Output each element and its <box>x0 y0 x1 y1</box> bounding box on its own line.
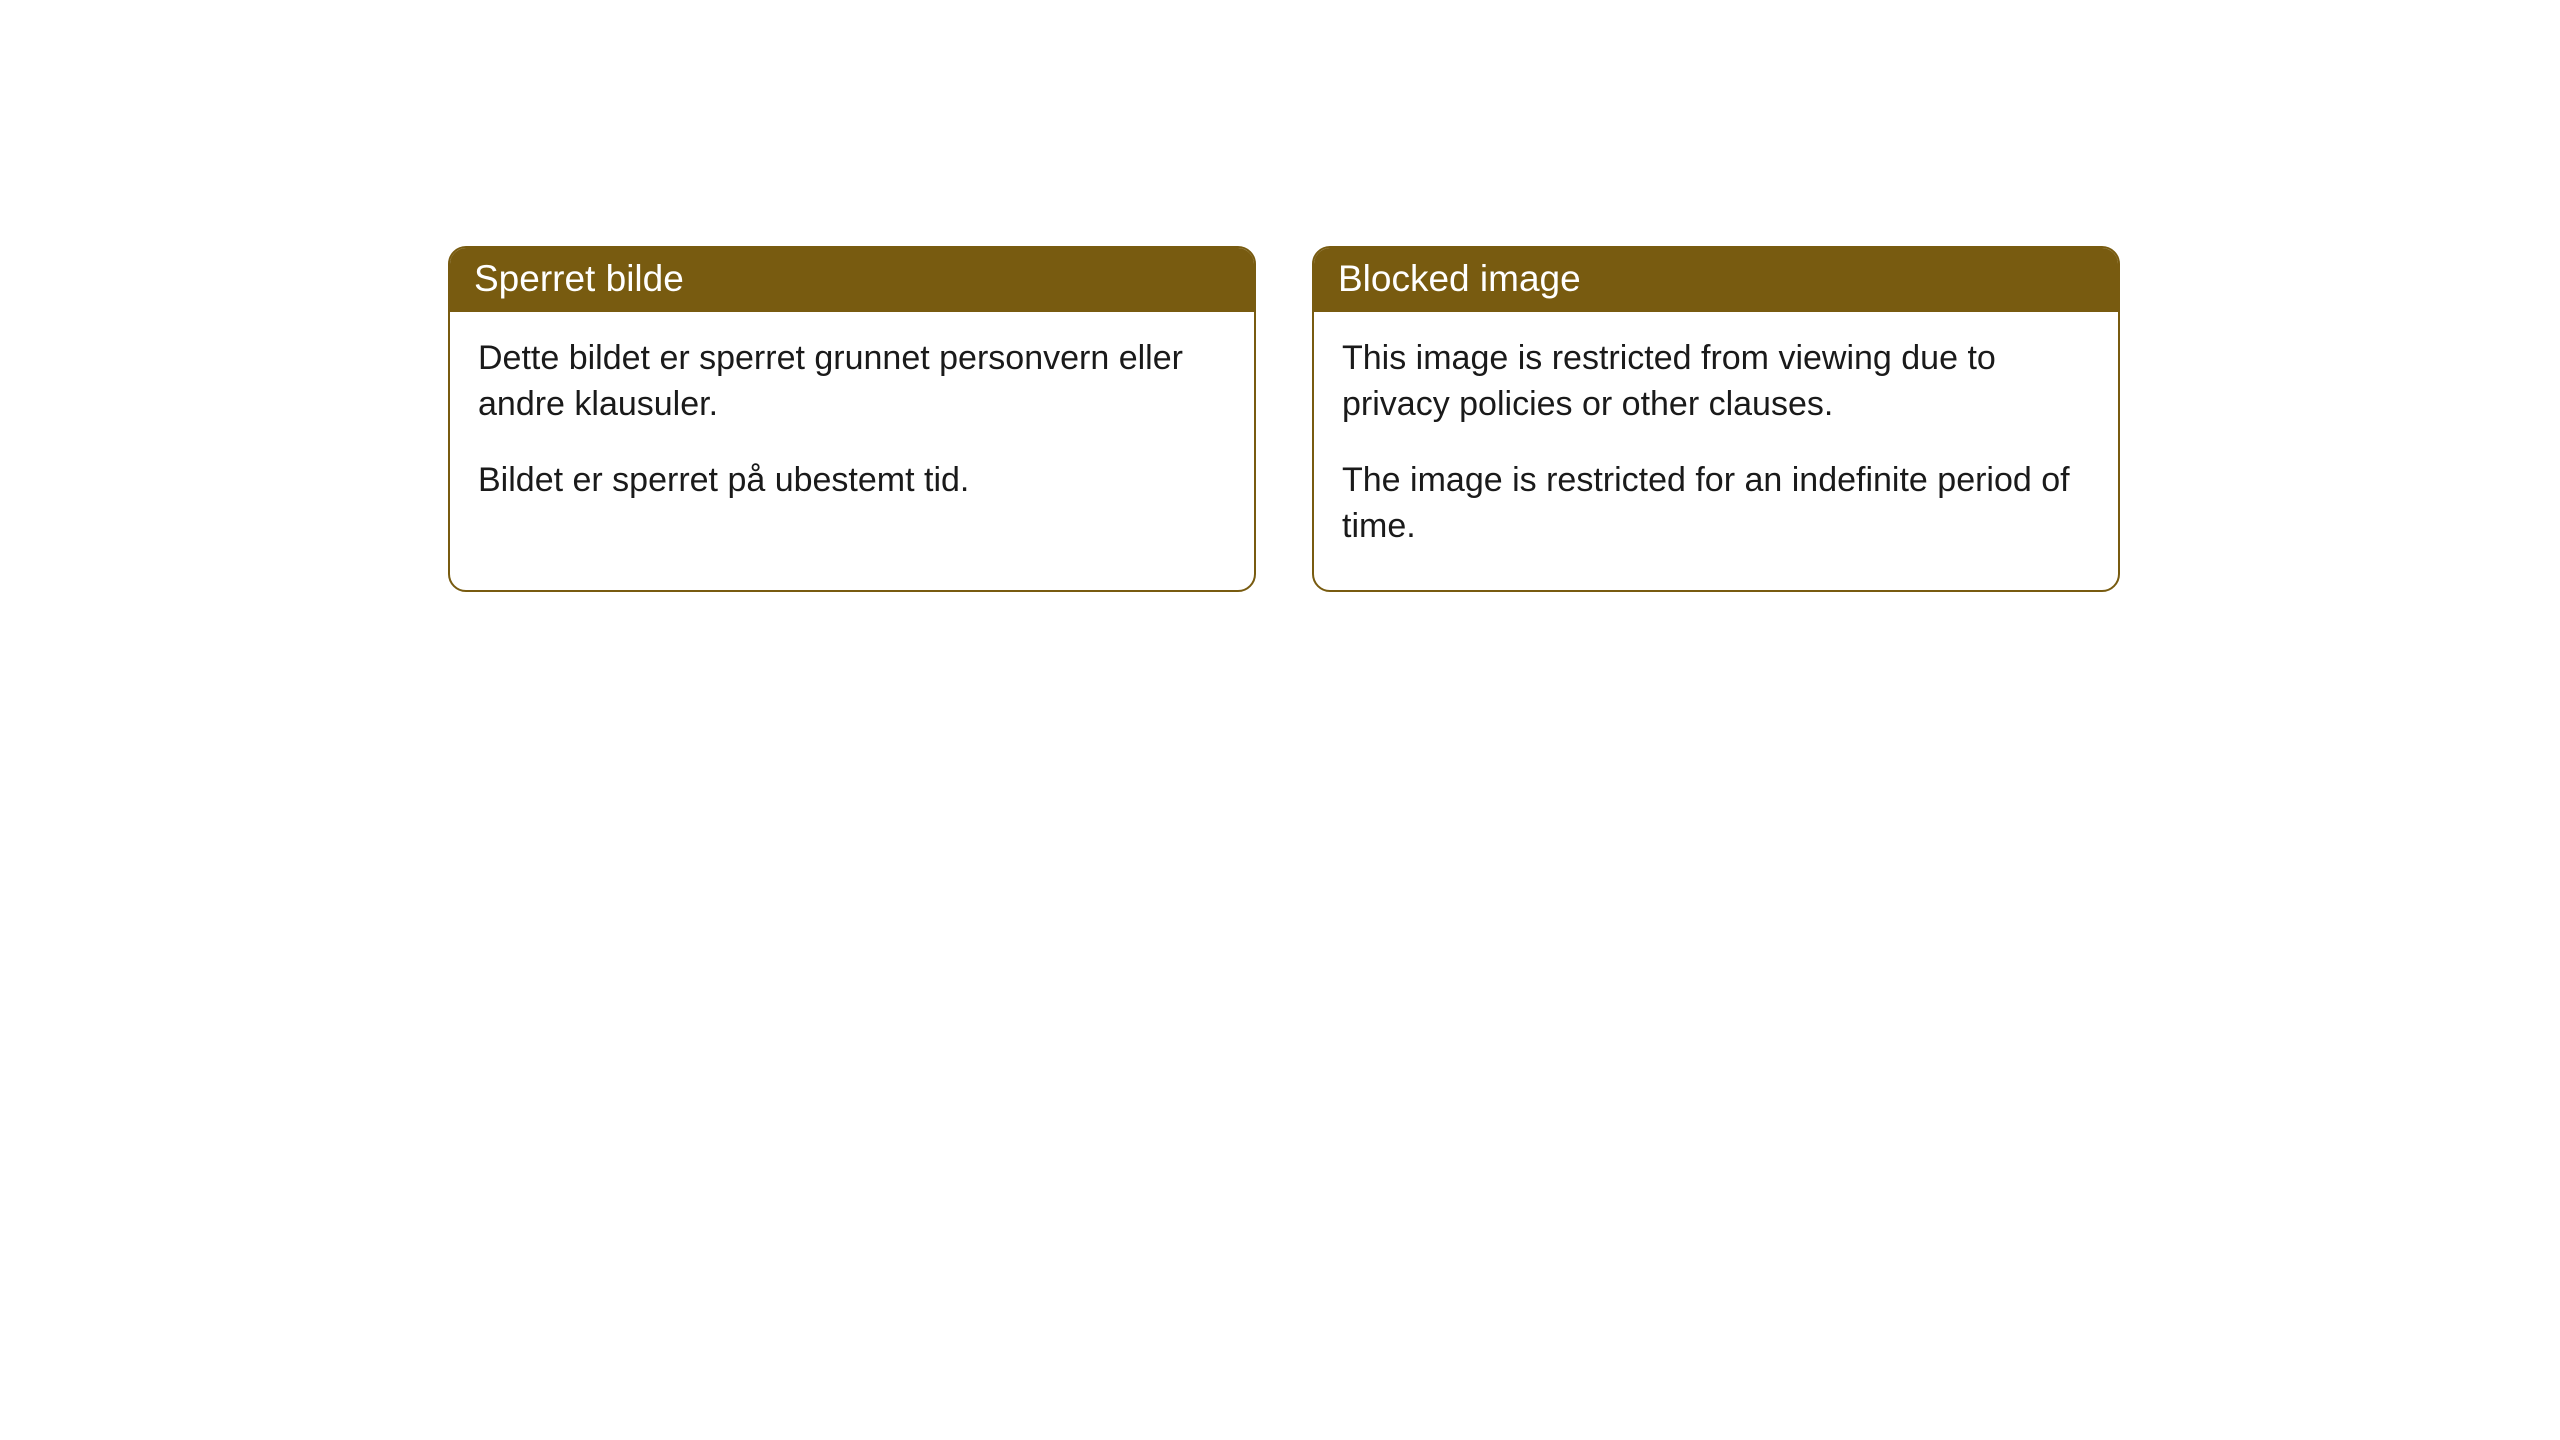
notice-card-english: Blocked image This image is restricted f… <box>1312 246 2120 592</box>
card-title: Blocked image <box>1338 258 1581 299</box>
notice-card-norwegian: Sperret bilde Dette bildet er sperret gr… <box>448 246 1256 592</box>
notice-cards-container: Sperret bilde Dette bildet er sperret gr… <box>448 246 2120 592</box>
card-body: Dette bildet er sperret grunnet personve… <box>450 312 1254 544</box>
card-paragraph: Dette bildet er sperret grunnet personve… <box>478 336 1226 428</box>
card-title: Sperret bilde <box>474 258 684 299</box>
card-header: Blocked image <box>1314 248 2118 312</box>
card-paragraph: Bildet er sperret på ubestemt tid. <box>478 458 1226 504</box>
card-header: Sperret bilde <box>450 248 1254 312</box>
card-paragraph: The image is restricted for an indefinit… <box>1342 458 2090 550</box>
card-body: This image is restricted from viewing du… <box>1314 312 2118 590</box>
card-paragraph: This image is restricted from viewing du… <box>1342 336 2090 428</box>
